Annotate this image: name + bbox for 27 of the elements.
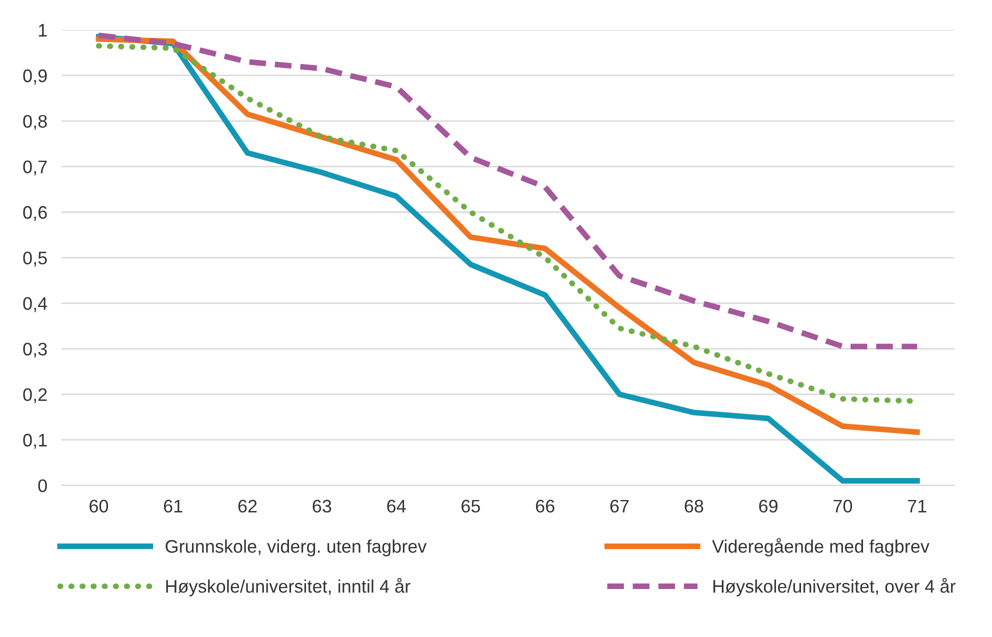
y-tick-label: 0,5 (23, 252, 47, 267)
y-tick-label: 0,8 (23, 114, 47, 130)
y-tick-label: 0,7 (23, 160, 47, 176)
x-tick-label: 69 (759, 500, 778, 513)
y-tick-label: 0,1 (23, 434, 47, 449)
x-tick-label: 63 (312, 500, 332, 513)
legend-label: Høyskole/universitet, inntil 4 år (166, 578, 410, 596)
x-tick-label: 71 (908, 500, 926, 512)
x-tick-label: 68 (684, 500, 704, 513)
y-tick-label: 0,9 (23, 69, 47, 84)
y-tick-label: 0,4 (23, 297, 48, 312)
y-tick-label: 0 (38, 479, 47, 492)
y-tick-label: 0,3 (23, 342, 47, 358)
legend-label: Videregående med fagbrev (712, 538, 930, 556)
y-tick-label: 1 (38, 24, 47, 36)
x-tick-label: 64 (387, 500, 406, 513)
x-tick-label: 60 (90, 500, 108, 513)
legend-label: Grunnskole, viderg. uten fagbrev (166, 540, 427, 556)
x-tick-label: 61 (164, 500, 182, 513)
legend-label: Høyskole/universitet, over 4 år (713, 578, 956, 596)
x-tick-label: 66 (536, 500, 554, 513)
x-tick-label: 67 (610, 500, 629, 513)
x-tick-label: 65 (462, 500, 480, 513)
y-tick-label: 0,6 (23, 206, 47, 221)
x-tick-label: 62 (238, 500, 257, 513)
x-tick-label: 70 (834, 500, 852, 513)
y-tick-label: 0,2 (23, 388, 47, 404)
